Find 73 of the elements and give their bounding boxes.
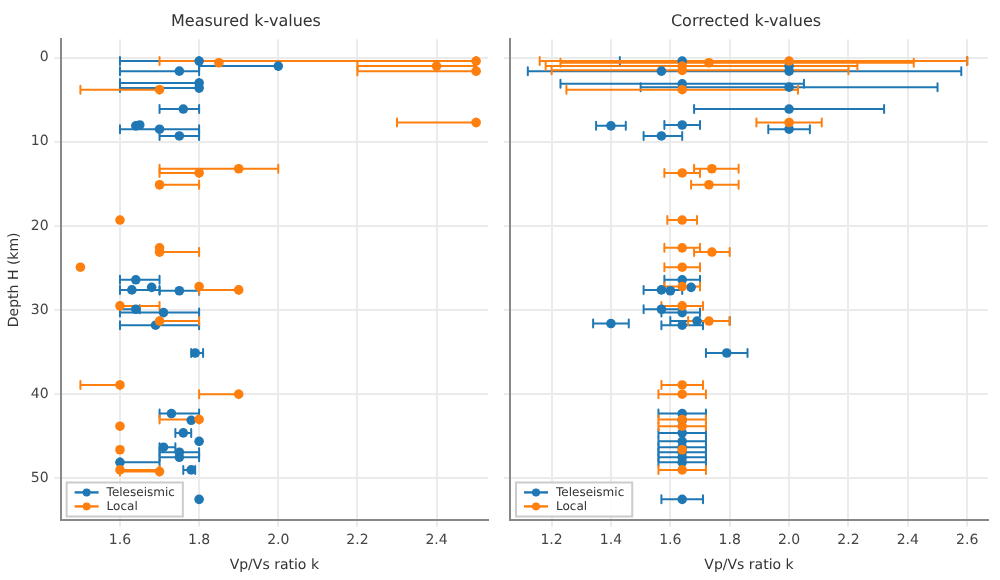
point <box>656 285 667 295</box>
point <box>606 318 616 329</box>
point <box>131 304 141 315</box>
point <box>154 316 165 326</box>
point <box>115 421 125 431</box>
point <box>677 243 687 253</box>
point <box>665 285 676 296</box>
point <box>273 61 284 71</box>
point <box>154 124 165 135</box>
point <box>154 466 165 477</box>
point <box>214 57 224 68</box>
point <box>158 442 169 453</box>
point <box>194 436 204 447</box>
point <box>677 494 687 505</box>
point <box>692 316 702 326</box>
point <box>115 380 125 390</box>
point <box>677 262 687 272</box>
point <box>784 82 794 92</box>
point <box>174 66 185 76</box>
point <box>677 301 687 311</box>
point <box>154 179 165 190</box>
point <box>656 304 667 315</box>
point <box>194 168 204 178</box>
point <box>704 179 714 190</box>
point <box>707 247 717 257</box>
point <box>656 66 667 76</box>
point <box>677 120 687 130</box>
point <box>677 215 687 225</box>
point <box>194 281 204 292</box>
point <box>707 163 717 174</box>
chart-title: Measured k-values <box>171 11 321 30</box>
point <box>158 307 169 318</box>
point <box>194 56 204 66</box>
point <box>431 61 442 71</box>
point <box>115 301 125 311</box>
point <box>686 282 696 293</box>
point <box>677 465 687 475</box>
point <box>131 275 141 285</box>
point <box>656 131 667 141</box>
point <box>677 421 687 431</box>
point <box>677 168 687 178</box>
point <box>677 380 687 390</box>
point <box>115 444 125 455</box>
point <box>190 348 200 358</box>
point <box>784 104 794 114</box>
point <box>233 389 244 400</box>
point <box>174 285 185 296</box>
point <box>784 117 794 128</box>
point <box>194 414 204 425</box>
point <box>154 84 165 95</box>
point <box>704 57 714 68</box>
point <box>233 285 244 295</box>
point <box>677 84 687 95</box>
point <box>784 56 794 66</box>
point <box>178 104 189 114</box>
point <box>704 316 714 326</box>
point <box>166 408 177 419</box>
point <box>677 281 687 292</box>
point <box>721 348 732 358</box>
point <box>115 215 125 225</box>
point <box>127 285 137 295</box>
point <box>75 262 86 272</box>
point <box>194 494 204 505</box>
point <box>146 282 157 293</box>
point <box>677 389 687 400</box>
point <box>606 121 616 131</box>
point <box>233 163 244 174</box>
point <box>471 56 481 66</box>
point <box>174 131 185 141</box>
point <box>471 117 481 128</box>
point <box>471 66 481 76</box>
chart-title: Corrected k-values <box>670 11 822 30</box>
point <box>115 465 125 475</box>
